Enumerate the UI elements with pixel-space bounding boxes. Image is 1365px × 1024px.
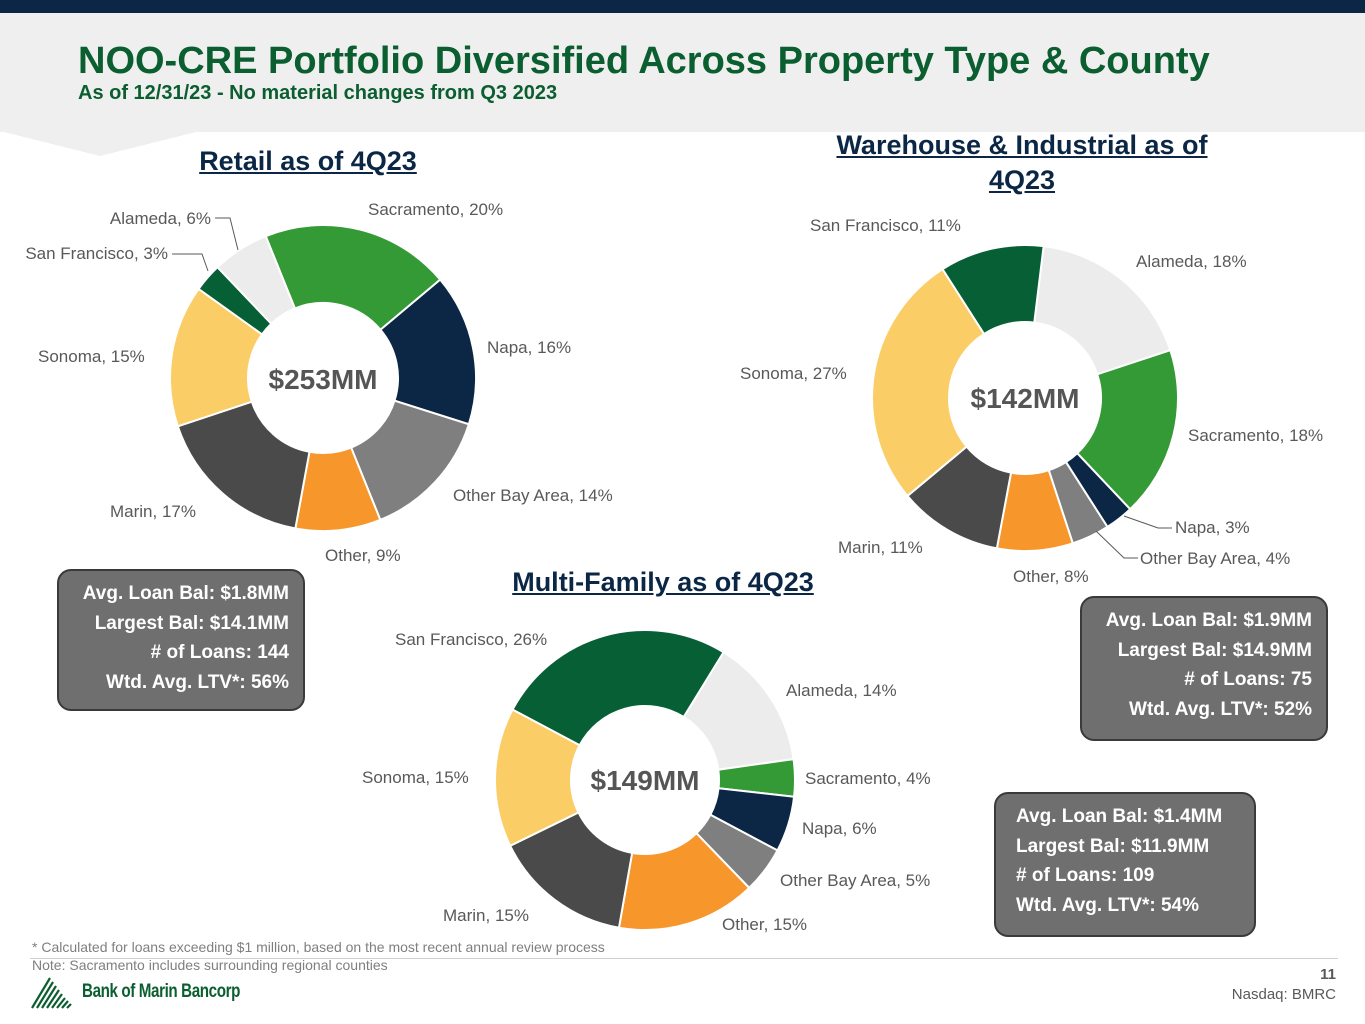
warehouse-title-line2: 4Q23 <box>988 165 1056 195</box>
multifamily-total: $149MM <box>591 765 700 796</box>
multifamily-label: Marin, 15% <box>443 906 529 925</box>
multifamily-ltv: Wtd. Avg. LTV*: 54% <box>1016 894 1199 916</box>
multifamily-stats-box: Avg. Loan Bal: $1.4MM Largest Bal: $11.9… <box>994 792 1256 937</box>
logo-text: Bank of Marin Bancorp <box>82 981 240 1002</box>
warehouse-slice-sacramento <box>1075 348 1179 511</box>
warehouse-slice-alameda <box>1033 245 1172 376</box>
header-band <box>0 13 1365 132</box>
mountain-logo-icon <box>31 977 72 1009</box>
retail-label: Other, 9% <box>325 546 401 565</box>
multifamily-label: Sacramento, 4% <box>805 769 931 788</box>
multifamily-slice-sonoma <box>494 708 582 848</box>
warehouse-slice-san-francisco <box>941 244 1045 336</box>
retail-leader-line <box>172 253 209 272</box>
warehouse-leader-line <box>1095 530 1138 559</box>
multifamily-label: Alameda, 14% <box>786 681 897 700</box>
footnote-sacramento: Note: Sacramento includes surrounding re… <box>32 957 388 973</box>
multifamily-chart-title: Multi-Family as of 4Q23 <box>512 567 814 597</box>
retail-label: Marin, 17% <box>110 502 196 521</box>
warehouse-avg-loan: Avg. Loan Bal: $1.9MM <box>1105 610 1312 631</box>
multifamily-label: Other Bay Area, 5% <box>780 871 930 890</box>
retail-leader-line <box>215 217 239 251</box>
multifamily-slice-san-francisco <box>511 629 725 747</box>
warehouse-chart-title: Warehouse & Industrial as of 4Q23 <box>772 128 1272 198</box>
warehouse-label: Sonoma, 27% <box>740 364 847 383</box>
warehouse-ltv: Wtd. Avg. LTV*: 52% <box>1129 698 1312 720</box>
page-subtitle: As of 12/31/23 - No material changes fro… <box>78 82 558 104</box>
warehouse-label: Other, 8% <box>1013 567 1089 586</box>
multifamily-label: Napa, 6% <box>802 819 877 838</box>
retail-label: San Francisco, 3% <box>25 244 168 263</box>
multifamily-largest-bal: Largest Bal: $11.9MM <box>1016 835 1210 857</box>
retail-stats-box: Avg. Loan Bal: $1.8MM Largest Bal: $14.1… <box>57 569 305 711</box>
page-number: 11 <box>1320 966 1336 983</box>
header-chevron <box>0 131 200 156</box>
warehouse-label: Napa, 3% <box>1175 518 1250 537</box>
retail-label: Napa, 16% <box>487 338 571 357</box>
multifamily-label: San Francisco, 26% <box>395 630 547 649</box>
warehouse-label: Marin, 11% <box>838 538 923 557</box>
warehouse-label: Sacramento, 18% <box>1188 426 1323 445</box>
retail-largest-bal: Largest Bal: $14.1MM <box>94 612 289 634</box>
bank-logo: Bank of Marin Bancorp <box>30 974 279 1010</box>
retail-chart-title: Retail as of 4Q23 <box>199 146 417 176</box>
warehouse-leader-line <box>1123 515 1172 529</box>
retail-ltv: Wtd. Avg. LTV*: 56% <box>106 671 289 693</box>
warehouse-title-line1: Warehouse & Industrial as of <box>836 130 1208 160</box>
multifamily-label: Other, 15% <box>722 915 807 934</box>
warehouse-label: Other Bay Area, 4% <box>1140 549 1290 568</box>
retail-label: Alameda, 6% <box>110 209 211 228</box>
retail-label: Other Bay Area, 14% <box>453 486 613 505</box>
retail-label: Sonoma, 15% <box>38 347 145 366</box>
multifamily-avg-loan: Avg. Loan Bal: $1.4MM <box>1016 806 1223 827</box>
retail-label: Sacramento, 20% <box>368 200 503 219</box>
page-title: NOO-CRE Portfolio Diversified Across Pro… <box>78 40 1210 82</box>
multifamily-num-loans: # of Loans: 109 <box>1016 865 1155 886</box>
retail-slice-alameda <box>216 234 297 326</box>
warehouse-num-loans: # of Loans: 75 <box>1184 669 1312 690</box>
warehouse-total: $142MM <box>971 383 1080 414</box>
retail-slice-sacramento <box>264 224 442 332</box>
retail-total: $253MM <box>269 364 378 395</box>
footnote-ltv: * Calculated for loans exceeding $1 mill… <box>32 939 605 955</box>
warehouse-label: Alameda, 18% <box>1136 252 1247 271</box>
warehouse-slice-sonoma <box>871 267 986 498</box>
warehouse-label: San Francisco, 11% <box>810 216 961 235</box>
warehouse-stats-box: Avg. Loan Bal: $1.9MM Largest Bal: $14.9… <box>1080 596 1328 741</box>
retail-num-loans: # of Loans: 144 <box>150 642 289 663</box>
top-bar <box>0 0 1365 13</box>
footer-divider <box>30 958 1338 959</box>
warehouse-largest-bal: Largest Bal: $14.9MM <box>1117 639 1312 661</box>
retail-avg-loan: Avg. Loan Bal: $1.8MM <box>82 583 289 604</box>
multifamily-label: Sonoma, 15% <box>362 768 469 787</box>
ticker: Nasdaq: BMRC <box>1231 986 1336 1003</box>
